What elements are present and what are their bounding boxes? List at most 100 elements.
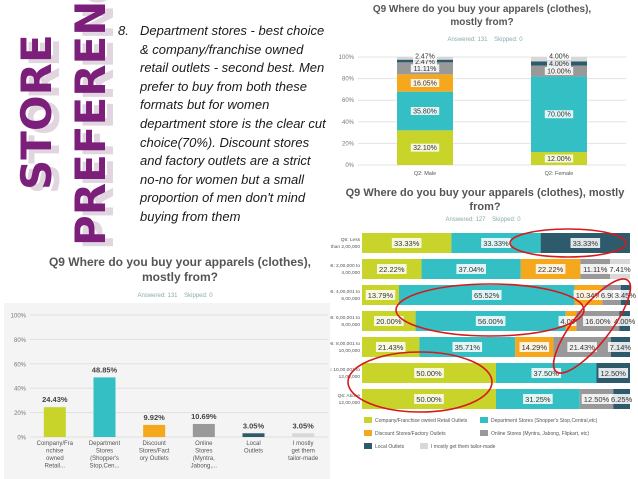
note-number: 8. <box>118 23 129 38</box>
chart2-data-label: 14.29% <box>522 343 548 352</box>
chart2-data-label-bg <box>612 290 638 300</box>
chart1-data-label: 11.11% <box>414 66 437 73</box>
chart2-data-label: 7.14% <box>610 343 632 352</box>
chart2-data-label: 6.25% <box>611 395 633 404</box>
chart2-data-label-bg <box>414 394 444 404</box>
slide-note: 8. Department stores - best choice & com… <box>118 22 328 227</box>
chart1-data-label: 35.80% <box>413 109 437 116</box>
chart3-data-label: 10.69% <box>191 412 217 421</box>
chart3-panel <box>4 303 330 479</box>
slide-title-store: STORE <box>12 34 61 190</box>
chart2-data-label-bg <box>567 342 597 352</box>
chart1-data-label-bg <box>410 79 440 88</box>
chart3-bar <box>143 424 166 437</box>
chart3-x-label: Online <box>195 441 213 447</box>
chart1-data-label: 4.00% <box>549 54 569 61</box>
chart2-data-label-bg <box>573 290 604 300</box>
chart2-y-label: Q6: 8,00,001 to <box>330 341 360 347</box>
chart2-data-label: 21.43% <box>569 343 595 352</box>
chart2-highlight-ellipse <box>509 228 627 258</box>
chart1-data-label-bg <box>413 52 437 60</box>
chart2-data-label: 20.00% <box>376 317 402 326</box>
chart3-y-tick: 0% <box>17 436 26 442</box>
chart2-y-label: Q6: 6,00,001 to <box>330 315 360 321</box>
chart2-data-label-bg <box>374 316 404 326</box>
chart2-data-label-bg <box>519 342 550 352</box>
chart1-data-label-bg <box>410 107 440 115</box>
chart3-x-label: Retail... <box>45 464 66 470</box>
chart2-legend-swatch <box>364 430 372 436</box>
chart3-x-label: get them <box>291 449 314 455</box>
chart2-data-label-bg <box>599 290 625 300</box>
chart2-data-label-bg <box>607 342 633 352</box>
chart2-y-label: 10,00,000 <box>339 348 361 354</box>
chart3-overall-bars: 0% 20% 40% 60% 80% 100% 24.43% Company/Fra nchis… <box>4 303 330 479</box>
chart2-data-label-bg <box>607 264 633 274</box>
chart3-x-label: Stores <box>96 449 113 455</box>
chart1-gender-stacked: 0% 20% 40% 60% 80% 100% 32.10% 35.80% 16.05% 11.1… <box>339 52 626 177</box>
chart2-data-label: 6.90% <box>601 291 623 300</box>
chart3-y-tick: 100% <box>11 314 27 320</box>
chart2-skipped: Skipped: 0 <box>492 217 521 223</box>
chart1-data-label: 2.47% <box>415 54 435 61</box>
chart3-data-label: 24.43% <box>42 395 68 404</box>
chart1-y-tick: 40% <box>342 120 355 126</box>
chart2-meta: Answered: 127 Skipped: 0 <box>408 217 558 223</box>
chart2-data-label: 33.33% <box>573 239 599 248</box>
chart2-data-label-bg <box>481 238 511 248</box>
chart2-data-label: 7.41% <box>609 265 631 274</box>
chart1-data-label: 32.10% <box>413 145 437 152</box>
chart2-data-label-bg <box>376 264 407 274</box>
chart2-data-label: 22.22% <box>538 265 564 274</box>
chart2-data-label-bg <box>391 238 422 248</box>
chart3-y-tick: 20% <box>14 411 27 417</box>
chart2-highlight-ellipse <box>552 278 632 374</box>
chart1-data-label: 70.00% <box>547 112 571 119</box>
chart2-highlight-ellipse <box>347 351 493 413</box>
chart2-y-label: Q6: Above <box>338 393 361 399</box>
chart2-y-label: 6,00,000 <box>341 296 360 302</box>
chart1-title: Q9 Where do you buy your apparels (cloth… <box>372 4 592 28</box>
chart2-data-label-bg <box>475 316 506 326</box>
chart3-x-label: owned <box>46 456 64 462</box>
chart2-legend-label: Discount Stores/Factory Outlets <box>375 431 446 437</box>
chart2-y-label: 4,00,000 <box>341 270 360 276</box>
chart1-data-label-bg <box>547 52 571 60</box>
chart1-y-tick: 0% <box>345 163 354 169</box>
chart3-x-label: Stop,Cen... <box>89 464 119 470</box>
chart2-data-label: 22.22% <box>379 265 405 274</box>
chart1-y-tick: 20% <box>342 141 355 147</box>
chart1-data-label-bg <box>547 59 571 68</box>
chart3-x-label: Discount <box>142 441 166 447</box>
chart3-data-label: 3.05% <box>293 421 315 430</box>
chart1-data-label-bg <box>544 110 574 119</box>
chart1-y-tick: 80% <box>342 77 355 83</box>
chart2-data-label: 50.00% <box>416 395 442 404</box>
chart3-x-label: tailor-made <box>288 456 319 462</box>
chart3-x-label: Outlets <box>244 449 263 455</box>
chart2-data-label: 10.34% <box>576 291 602 300</box>
chart3-skipped: Skipped: 0 <box>184 293 213 299</box>
chart2-data-label: 33.33% <box>394 239 420 248</box>
chart2-data-label: 31.25% <box>525 395 551 404</box>
chart3-x-label: Local <box>246 441 260 447</box>
chart2-data-label-bg <box>414 368 444 378</box>
chart2-data-label: 12.50% <box>584 395 610 404</box>
chart2-legend-swatch <box>420 443 428 449</box>
chart3-bar <box>192 423 215 437</box>
chart2-answered: Answered: 127 <box>445 217 486 223</box>
chart3-data-label: 3.05% <box>243 421 265 430</box>
chart3-x-label: Stores/Fact <box>139 449 170 455</box>
chart3-x-label: Jabong,... <box>191 464 218 470</box>
chart2-data-label-bg <box>558 316 584 326</box>
chart2-data-label: 56.00% <box>478 317 504 326</box>
chart2-data-label-bg <box>609 394 635 404</box>
chart2-data-label: 11.11% <box>583 265 608 274</box>
chart3-y-tick: 60% <box>14 362 27 368</box>
chart3-x-label: (Myntra, <box>193 456 215 462</box>
chart2-data-label: 33.33% <box>483 239 509 248</box>
chart1-meta: Answered: 131 Skipped: 0 <box>410 37 560 43</box>
chart2-legend-swatch <box>364 443 372 449</box>
chart2-legend-swatch <box>480 417 488 423</box>
chart2-data-label-bg <box>580 264 611 274</box>
